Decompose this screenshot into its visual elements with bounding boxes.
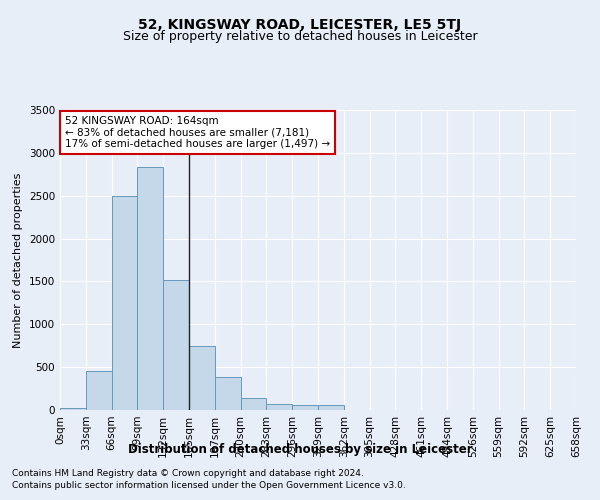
Bar	[86, 370, 112, 410]
Y-axis label: Number of detached properties: Number of detached properties	[13, 172, 23, 348]
Text: Contains HM Land Registry data © Crown copyright and database right 2024.: Contains HM Land Registry data © Crown c…	[12, 468, 364, 477]
Text: Size of property relative to detached houses in Leicester: Size of property relative to detached ho…	[122, 30, 478, 43]
Bar	[292, 406, 318, 410]
Bar	[241, 398, 266, 410]
Bar	[189, 346, 215, 410]
Bar	[266, 404, 292, 410]
Bar	[112, 196, 137, 410]
Bar	[215, 376, 241, 410]
Bar	[318, 406, 344, 410]
Text: 52 KINGSWAY ROAD: 164sqm
← 83% of detached houses are smaller (7,181)
17% of sem: 52 KINGSWAY ROAD: 164sqm ← 83% of detach…	[65, 116, 330, 149]
Bar	[60, 408, 86, 410]
Bar	[163, 280, 189, 410]
Bar	[137, 168, 163, 410]
Text: 52, KINGSWAY ROAD, LEICESTER, LE5 5TJ: 52, KINGSWAY ROAD, LEICESTER, LE5 5TJ	[139, 18, 461, 32]
Text: Distribution of detached houses by size in Leicester: Distribution of detached houses by size …	[128, 442, 472, 456]
Text: Contains public sector information licensed under the Open Government Licence v3: Contains public sector information licen…	[12, 481, 406, 490]
